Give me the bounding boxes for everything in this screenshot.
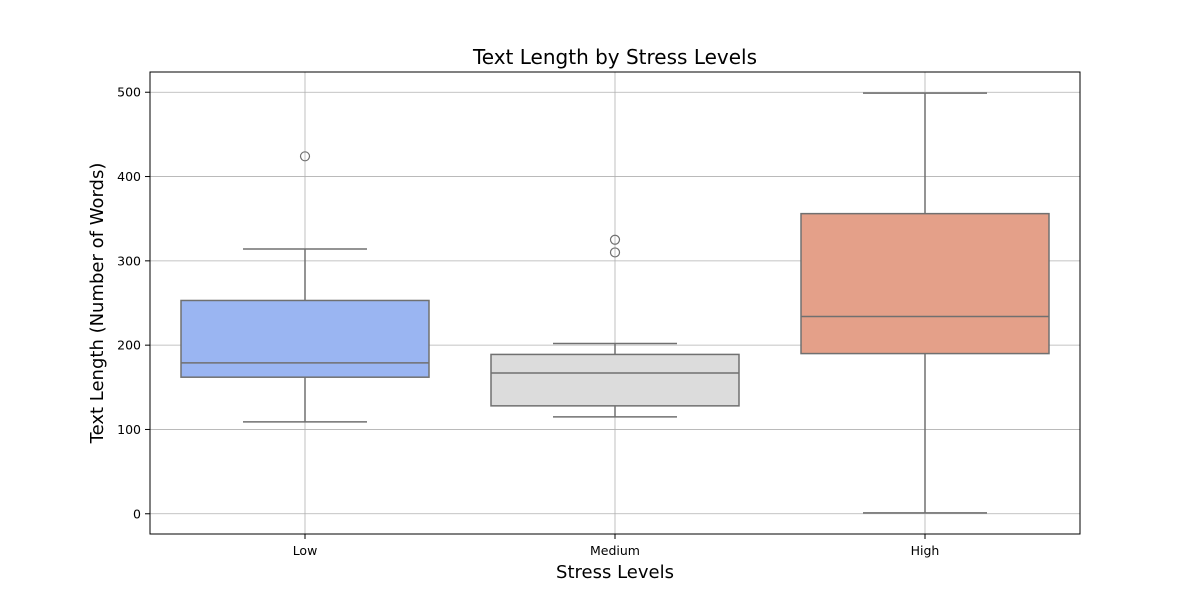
box-group-low (180, 151, 430, 423)
y-tick-label: 100 (117, 422, 141, 437)
x-axis-label: Stress Levels (556, 562, 674, 583)
y-tick-label: 200 (117, 338, 141, 353)
chart-title: Text Length by Stress Levels (472, 45, 757, 69)
x-axis-ticks: Low Medium High (293, 534, 940, 558)
y-tick-label: 300 (117, 253, 141, 268)
x-tick-label: Low (293, 543, 318, 558)
y-axis-ticks: 0 100 200 300 400 500 (117, 85, 150, 521)
y-axis-label: Text Length (Number of Words) (87, 163, 108, 445)
box-group-high (800, 92, 1050, 514)
outlier-point (609, 247, 621, 258)
box-series (180, 92, 1050, 514)
outlier-point (609, 234, 621, 245)
y-tick-label: 500 (117, 85, 141, 100)
iqr-box (180, 299, 430, 378)
x-tick-label: High (911, 543, 940, 558)
y-tick-label: 400 (117, 169, 141, 184)
y-tick-label: 0 (133, 506, 141, 521)
box-group-medium (490, 234, 740, 418)
iqr-box (490, 353, 740, 407)
iqr-box (800, 212, 1050, 355)
x-tick-label: Medium (590, 543, 640, 558)
outlier-point (299, 151, 311, 162)
